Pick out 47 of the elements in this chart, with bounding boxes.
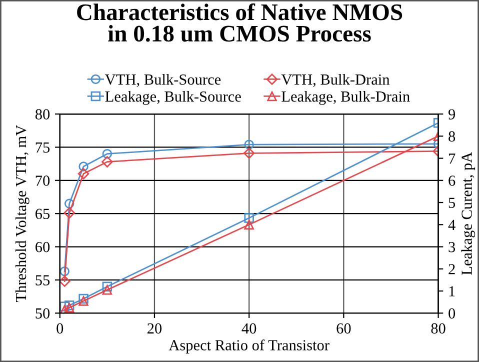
chart-title: Characteristics of Native NMOS in 0.18 um CMOS Process bbox=[77, 3, 402, 42]
y-tick-label: 50 bbox=[36, 308, 50, 319]
x-axis-title: Aspect Ratio of Transistor bbox=[168, 339, 330, 354]
y2-tick-label: 7 bbox=[449, 154, 456, 164]
point bbox=[244, 220, 254, 230]
y-tick-label: 65 bbox=[36, 208, 50, 220]
x-tick-label: 20 bbox=[148, 323, 162, 334]
y-tick-label: 70 bbox=[36, 176, 50, 186]
point bbox=[244, 140, 254, 150]
y2-axis-title: Leakage Curent, pA bbox=[461, 152, 476, 275]
point bbox=[102, 282, 112, 292]
point bbox=[64, 207, 75, 219]
legend-label: VTH, Bulk-Drain bbox=[281, 74, 390, 87]
x-tick-label: 60 bbox=[336, 323, 351, 334]
point bbox=[64, 198, 74, 208]
y-tick-label: 55 bbox=[36, 275, 50, 286]
y-tick-label: 75 bbox=[36, 142, 50, 153]
y-tick-label: 60 bbox=[36, 242, 50, 252]
point bbox=[78, 168, 90, 180]
y2-tick-label: 2 bbox=[448, 264, 455, 274]
y2-tick-label: 3 bbox=[448, 242, 456, 252]
legend-label: Leakage, Bulk-Source bbox=[105, 90, 241, 105]
point bbox=[243, 148, 255, 159]
y2-tick-label: 1 bbox=[449, 286, 455, 296]
point bbox=[60, 276, 70, 287]
x-tick-label: 0 bbox=[56, 323, 64, 334]
point bbox=[60, 266, 70, 276]
x-tick-label: 80 bbox=[431, 323, 446, 334]
y2-tick-label: 9 bbox=[448, 109, 456, 120]
y-axis-title: Threshold Voltage VTH, mV bbox=[15, 125, 30, 302]
point bbox=[78, 162, 88, 172]
y2-tick-label: 4 bbox=[448, 220, 456, 230]
point bbox=[78, 296, 88, 306]
y2-tick-label: 8 bbox=[448, 131, 456, 142]
point bbox=[102, 285, 112, 295]
point bbox=[102, 148, 112, 159]
legend-label: VTH, Bulk-Source bbox=[105, 74, 221, 87]
y2-tick-label: 6 bbox=[448, 176, 456, 186]
point bbox=[102, 156, 113, 168]
point bbox=[60, 304, 70, 314]
y-tick-label: 80 bbox=[35, 109, 50, 120]
y2-tick-label: 0 bbox=[448, 308, 456, 319]
y2-tick-label: 5 bbox=[448, 198, 456, 208]
point bbox=[244, 213, 254, 223]
legend-label: Leakage, Bulk-Drain bbox=[282, 90, 410, 105]
point bbox=[60, 302, 70, 312]
x-tick-label: 40 bbox=[242, 323, 256, 334]
